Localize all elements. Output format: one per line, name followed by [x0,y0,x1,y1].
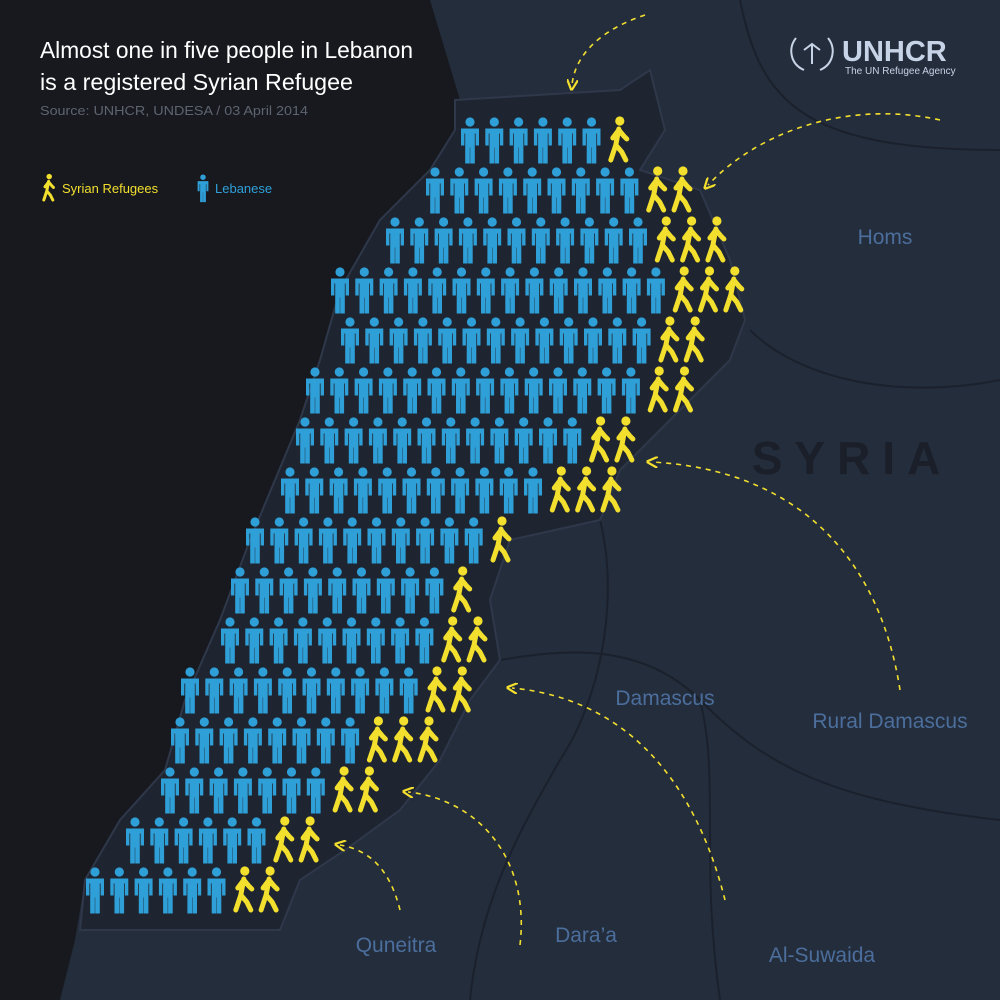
legend-label: Syrian Refugees [62,181,159,196]
source: Source: UNHCR, UNDESA / 03 April 2014 [40,103,308,118]
place-label: Rural Damascus [812,710,967,733]
arrows [340,14,941,946]
arrow [572,14,646,85]
logo: UNHCR The UN Refugee Agency [790,36,956,77]
place-label: Quneitra [356,934,437,957]
logo-emblem [790,37,834,71]
place-label: Dara’a [555,924,617,947]
legend-label: Lebanese [215,181,272,196]
title-line: Almost one in five people in Lebanon [40,37,413,63]
place-label: Homs [858,226,913,249]
title-line: is a registered Syrian Refugee [40,69,353,95]
legend: Syrian Refugees Lebanese [42,172,272,203]
arrow [512,688,726,901]
sea [0,0,460,1000]
arrow [340,845,401,911]
logo-tagline: The UN Refugee Agency [845,66,956,77]
country-label: SYRIA [752,432,953,484]
logo-name: UNHCR [842,36,947,68]
place-label: Damascus [615,687,714,710]
place-label: Al-Suwaida [769,944,876,967]
arrow [652,462,901,691]
arrow [708,113,941,185]
arrow [408,792,522,946]
borders [469,0,1000,1000]
